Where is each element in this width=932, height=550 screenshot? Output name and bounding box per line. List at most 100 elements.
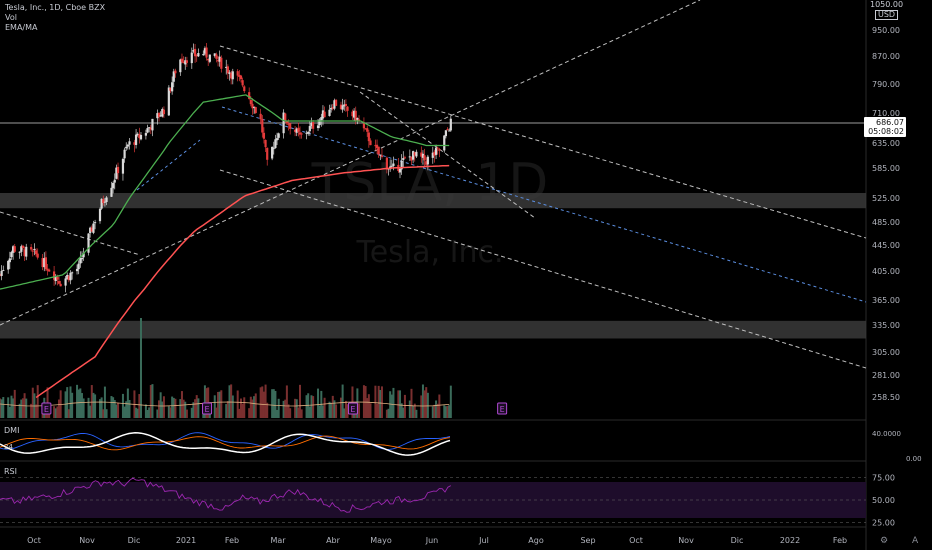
candle-body[interactable] <box>184 60 187 65</box>
candle-body[interactable] <box>128 141 131 145</box>
dmi-label[interactable]: DMI <box>4 426 20 435</box>
candle-body[interactable] <box>400 160 403 170</box>
candle-body[interactable] <box>431 152 434 158</box>
candle-body[interactable] <box>139 134 143 140</box>
candle-body[interactable] <box>46 268 49 271</box>
channel-line[interactable] <box>219 45 867 239</box>
candle-body[interactable] <box>138 134 141 139</box>
candle-body[interactable] <box>112 182 115 189</box>
candle-body[interactable] <box>98 208 102 222</box>
auto-scale-icon[interactable]: A <box>912 536 919 546</box>
candle-body[interactable] <box>59 283 62 287</box>
candle-body[interactable] <box>364 128 367 130</box>
candle-body[interactable] <box>275 138 279 141</box>
trend-line-down[interactable] <box>0 211 141 256</box>
earnings-marker[interactable]: E <box>41 402 52 415</box>
candle-body[interactable] <box>321 110 325 119</box>
candle-body[interactable] <box>425 161 428 165</box>
candle-body[interactable] <box>310 122 313 127</box>
settings-icon[interactable]: ⚙ <box>880 536 889 546</box>
candles[interactable] <box>0 43 452 293</box>
candle-body[interactable] <box>282 112 285 134</box>
candle-body[interactable] <box>192 50 195 52</box>
candle-body[interactable] <box>252 107 256 109</box>
candle-body[interactable] <box>377 146 380 155</box>
candle-body[interactable] <box>66 274 69 280</box>
candle-body[interactable] <box>193 48 197 57</box>
candle-body[interactable] <box>174 70 177 74</box>
candle-body[interactable] <box>330 107 333 110</box>
candle-body[interactable] <box>157 112 161 118</box>
candle-body[interactable] <box>79 258 82 264</box>
candle-body[interactable] <box>305 132 308 134</box>
candle-body[interactable] <box>167 87 170 116</box>
candle-body[interactable] <box>185 60 188 63</box>
candle-body[interactable] <box>297 127 300 132</box>
candle-body[interactable] <box>341 105 344 110</box>
candle-body[interactable] <box>123 149 126 159</box>
candle-body[interactable] <box>333 100 336 109</box>
candle-body[interactable] <box>180 58 184 62</box>
trend-line-blue-short[interactable] <box>136 139 201 191</box>
candle-body[interactable] <box>285 121 288 124</box>
candle-body[interactable] <box>71 272 74 274</box>
candle-body[interactable] <box>87 233 90 253</box>
candle-body[interactable] <box>56 276 59 280</box>
support-zone[interactable] <box>0 320 866 339</box>
candle-body[interactable] <box>151 118 154 131</box>
candle-body[interactable] <box>159 115 162 117</box>
candle-body[interactable] <box>205 47 208 58</box>
earnings-marker[interactable]: E <box>497 402 508 415</box>
candle-body[interactable] <box>102 199 105 204</box>
candle-body[interactable] <box>274 139 277 149</box>
candle-body[interactable] <box>380 155 384 157</box>
candle-body[interactable] <box>13 246 16 252</box>
candle-body[interactable] <box>351 111 354 117</box>
candle-body[interactable] <box>390 165 393 167</box>
candle-body[interactable] <box>277 133 280 138</box>
candle-body[interactable] <box>307 131 310 134</box>
candle-body[interactable] <box>161 109 164 117</box>
candle-body[interactable] <box>362 122 366 129</box>
candle-body[interactable] <box>116 166 120 174</box>
candle-body[interactable] <box>207 58 210 61</box>
candle-body[interactable] <box>423 155 426 161</box>
candle-body[interactable] <box>228 72 231 74</box>
candle-body[interactable] <box>385 157 388 170</box>
candle-body[interactable] <box>433 151 436 156</box>
candle-body[interactable] <box>18 251 21 253</box>
candle-body[interactable] <box>248 92 251 99</box>
candle-body[interactable] <box>179 59 182 73</box>
trend-line-steep[interactable] <box>359 91 536 219</box>
symbol-info[interactable]: Tesla, Inc., 1D, Cboe BZX <box>5 3 106 12</box>
candle-body[interactable] <box>8 258 11 263</box>
candle-body[interactable] <box>238 74 241 78</box>
candle-body[interactable] <box>48 269 51 272</box>
candle-body[interactable] <box>298 132 302 135</box>
candle-body[interactable] <box>421 153 425 158</box>
candle-body[interactable] <box>82 253 85 258</box>
candle-body[interactable] <box>144 133 148 136</box>
time-axis[interactable]: Oct Nov Dic 2021 Feb Mar Abr Mayo Jun Jul Ago Sep Oc… <box>27 536 847 545</box>
candle-body[interactable] <box>195 55 198 57</box>
earnings-marker[interactable]: E <box>347 402 358 415</box>
candle-body[interactable] <box>334 99 338 106</box>
candle-body[interactable] <box>346 106 349 111</box>
candle-body[interactable] <box>236 71 239 76</box>
candle-body[interactable] <box>264 139 267 148</box>
volume-legend[interactable]: Vol <box>5 13 17 22</box>
candle-body[interactable] <box>366 128 369 132</box>
candle-body[interactable] <box>31 250 34 252</box>
candle-body[interactable] <box>134 134 138 145</box>
candle-body[interactable] <box>367 132 370 142</box>
candle-body[interactable] <box>43 258 46 268</box>
candle-body[interactable] <box>436 147 439 149</box>
candle-body[interactable] <box>300 133 303 135</box>
candle-body[interactable] <box>57 281 61 284</box>
candle-body[interactable] <box>243 86 246 92</box>
candle-body[interactable] <box>148 127 151 129</box>
candle-body[interactable] <box>392 163 395 166</box>
candle-body[interactable] <box>225 66 228 68</box>
